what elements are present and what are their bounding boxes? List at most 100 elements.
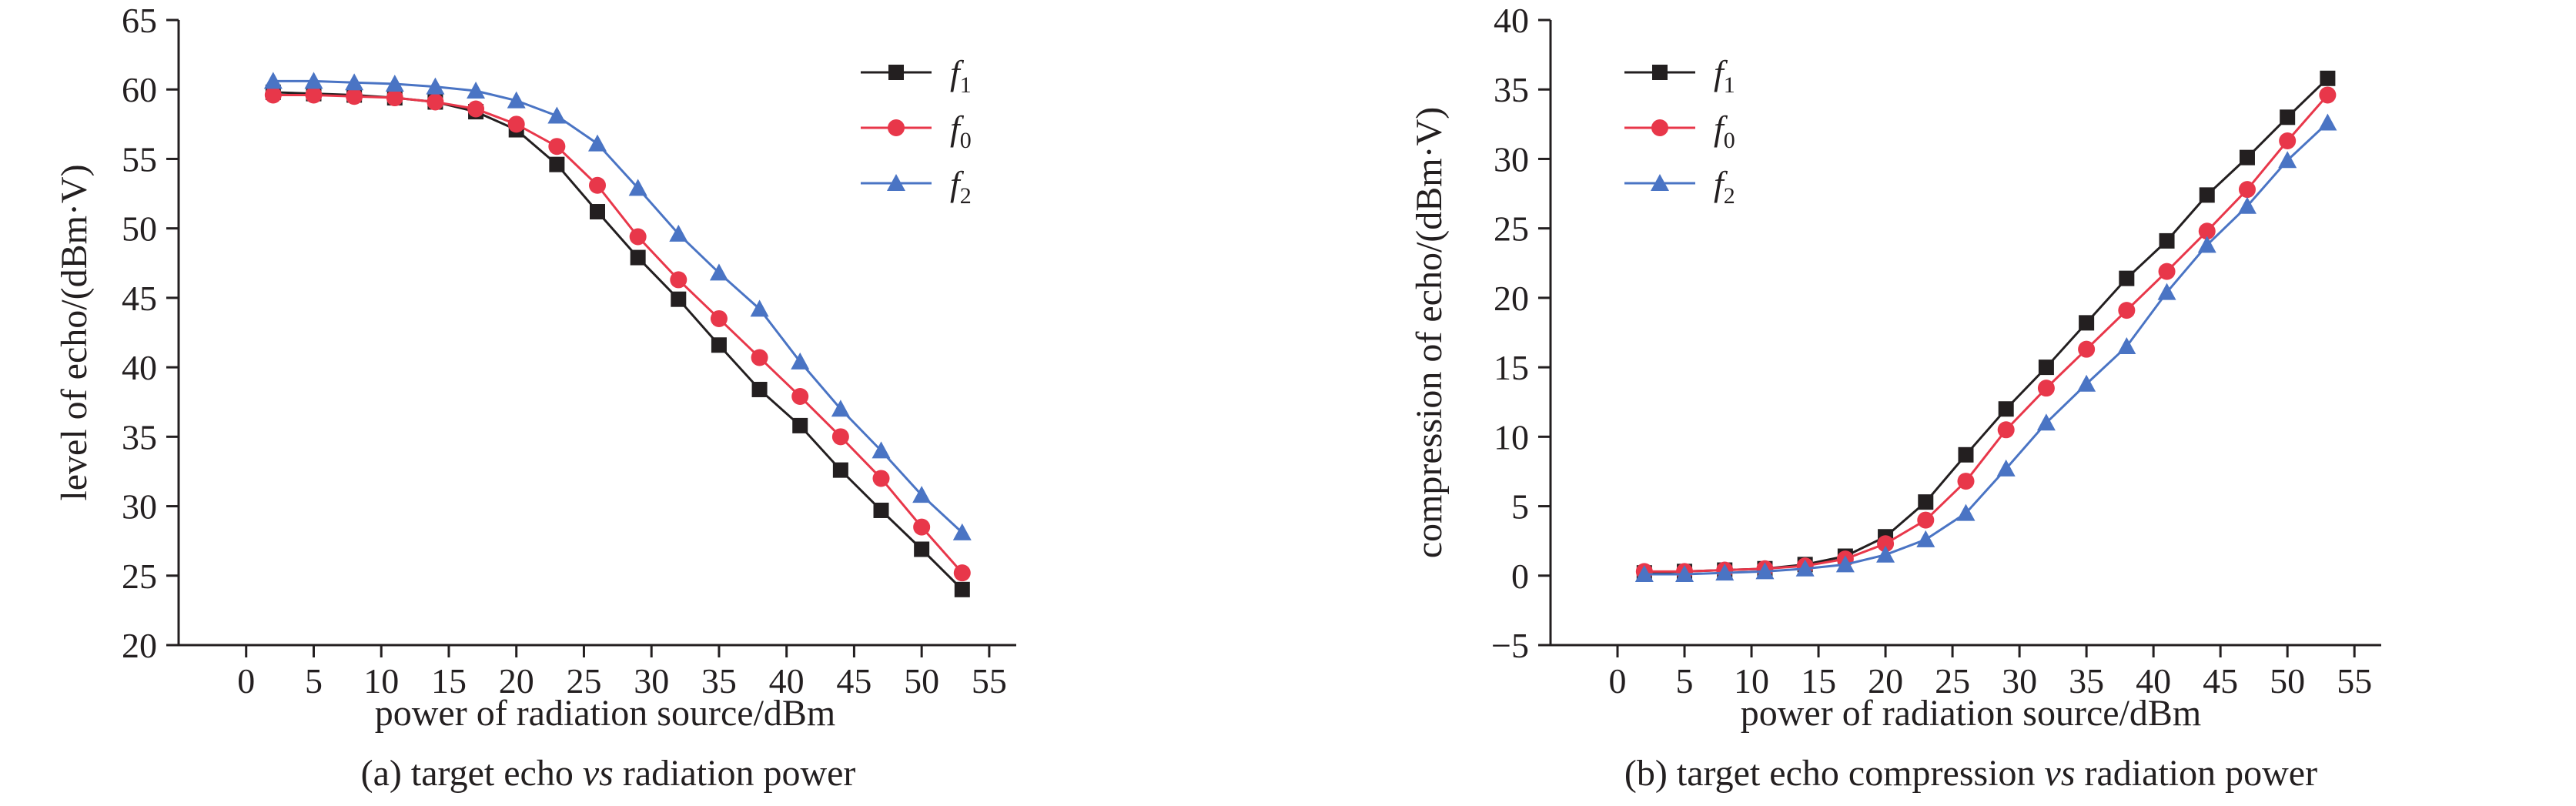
legend-marker-f2 [1651, 174, 1669, 191]
data-point-f0 [1957, 473, 1975, 490]
legend-label-f1: f1 [950, 53, 972, 98]
y-tick-label: 55 [122, 139, 157, 179]
data-point-f0 [751, 349, 768, 366]
y-tick-label: 25 [122, 557, 157, 596]
data-point-f0 [2078, 340, 2096, 358]
data-point-f2 [1956, 503, 1975, 521]
x-tick-label: 0 [237, 661, 255, 701]
data-point-f2 [1916, 530, 1935, 547]
x-tick-label: 50 [2270, 661, 2305, 701]
series-line-f2 [273, 79, 963, 533]
data-point-f0 [2319, 86, 2337, 104]
data-point-f1 [2199, 187, 2215, 203]
legend-label-f2: f2 [1714, 164, 1735, 209]
data-point-f2 [831, 400, 850, 417]
data-point-f2 [2036, 413, 2056, 431]
data-point-f2 [263, 72, 283, 89]
data-point-f0 [953, 564, 971, 582]
caption-italic: vs [2045, 753, 2076, 794]
chart-caption: (a) target echo vs radiation power [361, 753, 856, 794]
legend-label-f2: f2 [950, 164, 972, 209]
y-tick-label: −5 [1491, 626, 1529, 665]
data-point-f2 [467, 82, 486, 99]
data-point-f1 [832, 462, 848, 478]
y-tick-label: 65 [122, 1, 157, 40]
legend-marker-f0 [1651, 119, 1668, 136]
data-point-f2 [791, 352, 810, 370]
legend-label-f0: f0 [950, 109, 972, 153]
legend-marker-f2 [887, 174, 905, 191]
legend-marker-f0 [888, 119, 905, 136]
caption-suffix: radiation power [614, 753, 856, 794]
y-tick-label: 35 [1494, 70, 1529, 109]
caption-prefix: (a) target echo [361, 753, 583, 794]
data-point-f0 [2238, 181, 2256, 199]
data-point-f0 [548, 138, 566, 156]
data-point-f0 [2037, 380, 2055, 397]
data-point-f2 [628, 179, 647, 196]
data-point-f0 [427, 93, 444, 111]
data-point-f2 [2318, 113, 2337, 131]
x-tick-label: 10 [363, 661, 399, 701]
legend-subscript: 0 [960, 128, 972, 153]
data-point-f1 [549, 156, 565, 172]
y-tick-label: 25 [1494, 209, 1529, 249]
data-point-f2 [1755, 562, 1775, 580]
data-point-f0 [346, 88, 363, 105]
data-point-f1 [2239, 149, 2255, 166]
data-point-f0 [264, 86, 282, 104]
data-point-f2 [669, 224, 688, 242]
data-point-f2 [2077, 374, 2096, 392]
data-point-f1 [751, 381, 768, 397]
legend-subscript: 2 [1724, 183, 1735, 209]
y-tick-label: 35 [122, 417, 157, 457]
data-point-f1 [1958, 446, 1974, 463]
y-axis-title: level of echo/(dBm·V) [54, 164, 95, 500]
data-point-f2 [952, 523, 972, 540]
data-point-f2 [1715, 564, 1735, 581]
y-tick-label: 0 [1511, 557, 1529, 596]
series-line-f2 [1644, 122, 2329, 576]
data-point-f1 [914, 541, 930, 557]
legend-subscript: 1 [1724, 72, 1735, 98]
y-tick-label: 10 [1494, 417, 1529, 457]
data-point-f0 [2158, 263, 2176, 280]
data-point-f0 [791, 388, 809, 406]
x-tick-label: 40 [769, 661, 805, 701]
data-point-f0 [872, 470, 890, 487]
data-point-f0 [1917, 511, 1935, 529]
y-tick-label: 60 [122, 70, 157, 109]
data-point-f1 [2038, 360, 2054, 376]
x-tick-label: 20 [499, 661, 534, 701]
x-tick-label: 15 [1801, 661, 1836, 701]
series-f0 [264, 86, 971, 582]
data-point-f2 [2237, 196, 2257, 214]
data-point-f2 [385, 75, 404, 92]
x-tick-label: 0 [1609, 661, 1627, 701]
data-point-f0 [710, 309, 728, 327]
data-point-f0 [386, 89, 403, 107]
data-point-f2 [1876, 545, 1895, 563]
data-point-f1 [792, 417, 808, 433]
data-point-f1 [2079, 315, 2095, 331]
data-point-f0 [913, 518, 931, 536]
x-tick-label: 35 [2069, 661, 2104, 701]
data-point-f0 [467, 100, 485, 118]
caption-prefix: (b) target echo compression [1624, 753, 2045, 794]
x-tick-label: 25 [1935, 661, 1970, 701]
y-tick-label: 20 [1494, 279, 1529, 318]
data-point-f2 [709, 263, 728, 281]
x-axis-title: power of radiation source/dBm [1741, 693, 2202, 734]
x-tick-label: 25 [566, 661, 601, 701]
data-point-f1 [630, 249, 646, 266]
x-tick-label: 20 [1868, 661, 1903, 701]
chart-caption: (b) target echo compression vs radiation… [1624, 753, 2317, 794]
data-point-f0 [1877, 535, 1895, 553]
x-tick-label: 15 [431, 661, 467, 701]
y-tick-label: 30 [1494, 139, 1529, 179]
data-point-f0 [589, 176, 606, 194]
legend-subscript: 2 [960, 183, 972, 209]
x-tick-label: 50 [904, 661, 939, 701]
x-tick-label: 45 [2203, 661, 2238, 701]
